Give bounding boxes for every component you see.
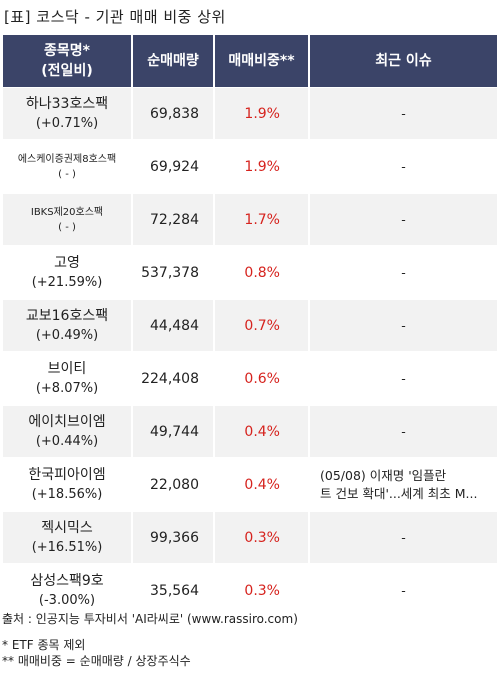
trade-ratio: 1.9% [215, 140, 310, 193]
recent-issue: - [310, 564, 497, 617]
recent-issue[interactable]: (05/08) 이재명 '임플란 트 건보 확대'...세계 최초 M... [310, 458, 497, 511]
table-row: 브이티 (+8.07%) 224,408 0.6% - [3, 352, 497, 405]
net-volume: 35,564 [133, 564, 215, 617]
stock-name-cell: 에스케이증권제8호스팩 ( - ) [3, 140, 133, 193]
recent-issue: - [310, 405, 497, 458]
net-volume: 49,744 [133, 405, 215, 458]
institution-trading-table: 종목명* (전일비) 순매매량 매매비중** 최근 이슈 하나33호스팩 (+0… [3, 35, 497, 617]
table-row: 교보16호스팩 (+0.49%) 44,484 0.7% - [3, 299, 497, 352]
trade-ratio: 1.9% [215, 87, 310, 140]
recent-issue-line2[interactable]: 트 건보 확대'...세계 최초 M... [320, 485, 478, 501]
table-row: 하나33호스팩 (+0.71%) 69,838 1.9% - [3, 87, 497, 140]
table-row: 젝시믹스 (+16.51%) 99,366 0.3% - [3, 511, 497, 564]
recent-issue: - [310, 511, 497, 564]
table-row: 에스케이증권제8호스팩 ( - ) 69,924 1.9% - [3, 140, 497, 193]
stock-name-cell: 브이티 (+8.07%) [3, 352, 133, 405]
net-volume: 69,924 [133, 140, 215, 193]
trade-ratio: 1.7% [215, 193, 310, 246]
net-volume: 72,284 [133, 193, 215, 246]
header-recent-issue: 최근 이슈 [310, 35, 497, 87]
header-stock-name-line1: 종목명* [44, 43, 90, 59]
table-header-row: 종목명* (전일비) 순매매량 매매비중** 최근 이슈 [3, 35, 497, 87]
table-row: 고영 (+21.59%) 537,378 0.8% - [3, 246, 497, 299]
stock-name: 한국피아이엠 [28, 466, 106, 483]
net-volume: 22,080 [133, 458, 215, 511]
table-row: 삼성스팩9호 (-3.00%) 35,564 0.3% - [3, 564, 497, 617]
table-row: 에이치브이엠 (+0.44%) 49,744 0.4% - [3, 405, 497, 458]
stock-change: ( - ) [58, 221, 76, 233]
recent-issue: - [310, 140, 497, 193]
net-volume: 44,484 [133, 299, 215, 352]
stock-name-cell: 고영 (+21.59%) [3, 246, 133, 299]
trade-ratio: 0.6% [215, 352, 310, 405]
stock-name-cell: 에이치브이엠 (+0.44%) [3, 405, 133, 458]
net-volume: 69,838 [133, 87, 215, 140]
stock-change: (+18.56%) [31, 486, 103, 502]
header-net-volume: 순매매량 [133, 35, 215, 87]
net-volume: 537,378 [133, 246, 215, 299]
trade-ratio: 0.3% [215, 511, 310, 564]
recent-issue: - [310, 246, 497, 299]
stock-name-cell: IBKS제20호스팩 ( - ) [3, 193, 133, 246]
etf-exclusion-note: * ETF 종목 제외 [2, 638, 86, 652]
stock-name: 삼성스팩9호 [30, 572, 104, 589]
table-row: IBKS제20호스팩 ( - ) 72,284 1.7% - [3, 193, 497, 246]
stock-change: (+16.51%) [31, 539, 103, 555]
trade-ratio: 0.8% [215, 246, 310, 299]
header-trade-ratio: 매매비중** [215, 35, 310, 87]
header-stock-name-line2: (전일비) [41, 63, 93, 79]
stock-change: ( - ) [58, 168, 76, 180]
stock-name: 에스케이증권제8호스팩 [17, 153, 117, 165]
stock-change: (+8.07%) [35, 380, 99, 396]
stock-change: (+0.71%) [35, 115, 99, 131]
trade-ratio: 0.7% [215, 299, 310, 352]
stock-name: IBKS제20호스팩 [30, 206, 104, 218]
stock-change: (-3.00%) [38, 592, 96, 608]
trade-ratio: 0.4% [215, 458, 310, 511]
source-note: 출처 : 인공지능 투자비서 'AI라씨로' (www.rassiro.com) [2, 612, 298, 626]
net-volume: 224,408 [133, 352, 215, 405]
stock-name-cell: 한국피아이엠 (+18.56%) [3, 458, 133, 511]
stock-name: 하나33호스팩 [25, 95, 109, 112]
stock-name-cell: 삼성스팩9호 (-3.00%) [3, 564, 133, 617]
stock-name: 브이티 [47, 360, 87, 377]
recent-issue: - [310, 352, 497, 405]
stock-name-cell: 하나33호스팩 (+0.71%) [3, 87, 133, 140]
stock-change: (+0.44%) [35, 433, 99, 449]
stock-change: (+0.49%) [35, 327, 99, 343]
recent-issue: - [310, 87, 497, 140]
table-title: [표] 코스닥 - 기관 매매 비중 상위 [4, 8, 226, 26]
recent-issue: - [310, 299, 497, 352]
stock-name: 젝시믹스 [41, 519, 93, 536]
stock-name: 에이치브이엠 [28, 413, 106, 430]
table-row: 한국피아이엠 (+18.56%) 22,080 0.4% (05/08) 이재명… [3, 458, 497, 511]
header-stock-name: 종목명* (전일비) [3, 35, 133, 87]
stock-change: (+21.59%) [31, 274, 103, 290]
stock-name: 교보16호스팩 [25, 307, 109, 324]
recent-issue: - [310, 193, 497, 246]
net-volume: 99,366 [133, 511, 215, 564]
stock-name-cell: 젝시믹스 (+16.51%) [3, 511, 133, 564]
ratio-definition-note: ** 매매비중 = 순매매량 / 상장주식수 [2, 654, 191, 668]
stock-name: 고영 [54, 254, 80, 271]
trade-ratio: 0.3% [215, 564, 310, 617]
recent-issue-line1[interactable]: (05/08) 이재명 '임플란 [320, 467, 447, 483]
stock-name-cell: 교보16호스팩 (+0.49%) [3, 299, 133, 352]
trade-ratio: 0.4% [215, 405, 310, 458]
